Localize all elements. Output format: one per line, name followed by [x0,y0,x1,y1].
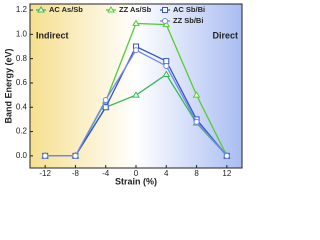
y-tick-label: 0.4 [16,102,28,111]
data-point [102,104,109,111]
chart: Indirect Direct Strain (%) Band Energy (… [3,3,243,186]
x-tick-label: 0 [134,169,139,178]
legend-label: ZZ As/Sb [119,5,152,14]
annotation: Direct [212,30,238,40]
annotation: Indirect [36,30,69,40]
data-point [192,91,201,98]
legend-marker [37,6,45,13]
x-axis-title: Strain (%) [115,176,157,186]
legend-label: AC Sb/Bi [173,5,205,14]
y-tick-label: 1.0 [16,29,28,38]
x-tick-label: -12 [39,169,51,178]
x-tick-label: 12 [222,169,231,178]
legend-marker [107,6,115,13]
data-point [223,152,230,159]
data-point [133,47,139,54]
data-point [163,58,170,65]
data-point [132,19,140,26]
data-point [162,20,171,28]
y-tick-label: 0.6 [16,78,28,87]
data-point [42,152,49,159]
data-point [193,118,200,125]
y-tick-label: 0.0 [16,151,28,160]
data-point [72,152,79,159]
x-tick-label: -8 [72,169,80,178]
data-point [102,96,109,103]
y-axis-title: Band Energy (eV) [3,48,13,123]
y-tick-label: 0.2 [16,127,28,136]
legend-label: AC As/Sb [49,5,83,14]
legend-marker [162,18,168,24]
data-point [162,70,171,77]
data-point [132,91,140,98]
y-tick-label: 0.8 [16,54,28,63]
data-point [163,62,170,69]
x-tick-label: -4 [102,169,110,178]
x-tick-label: 8 [194,169,199,178]
plot-area [29,3,243,169]
y-tick-label: 1.2 [16,5,28,14]
x-tick-label: 4 [164,169,169,178]
legend-label: ZZ Sb/Bi [173,16,203,25]
legend-marker [162,7,168,13]
